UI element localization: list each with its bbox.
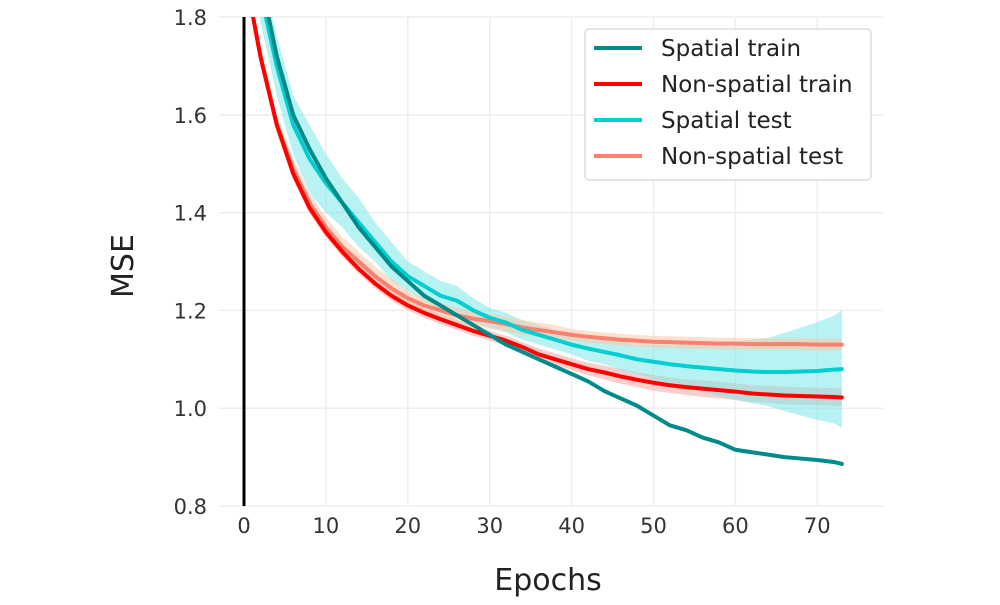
legend-box: [584, 28, 872, 181]
non-spatial-test-line: [251, 17, 844, 347]
legend-label: Non-spatial train: [661, 72, 853, 98]
x-tick-label: 10: [313, 514, 340, 538]
legend-label: Spatial train: [661, 36, 801, 62]
spatial-train-line: [266, 17, 844, 466]
non-spatial-train-line: [251, 17, 844, 400]
y-tick-label: 1.8: [174, 6, 207, 30]
x-tick-label: 20: [394, 514, 421, 538]
y-tick-label: 1.0: [174, 397, 207, 421]
y-tick-label: 1.2: [174, 299, 207, 323]
y-tick-label: 1.4: [174, 202, 207, 226]
x-tick-labels: 0 10 20 30 40 50 60 70: [237, 514, 830, 538]
legend-label: Spatial test: [661, 108, 792, 134]
x-axis-title: Epochs: [494, 563, 602, 598]
y-tick-labels: 0.8 1.0 1.2 1.4 1.6 1.8: [174, 6, 207, 519]
legend: Spatial train Non-spatial train Spatial te…: [584, 28, 872, 181]
x-tick-label: 0: [237, 514, 250, 538]
x-tick-label: 60: [722, 514, 749, 538]
x-tick-label: 30: [476, 514, 503, 538]
spatial-test-band: [259, 17, 842, 428]
x-tick-label: 40: [558, 514, 585, 538]
y-tick-label: 0.8: [174, 495, 207, 519]
y-axis-title: MSE: [106, 234, 141, 298]
confidence-bands: [251, 17, 842, 428]
series-lines: [251, 17, 844, 466]
x-tick-label: 50: [640, 514, 667, 538]
legend-label: Non-spatial test: [661, 144, 843, 170]
y-tick-label: 1.6: [174, 104, 207, 128]
x-tick-label: 70: [804, 514, 831, 538]
